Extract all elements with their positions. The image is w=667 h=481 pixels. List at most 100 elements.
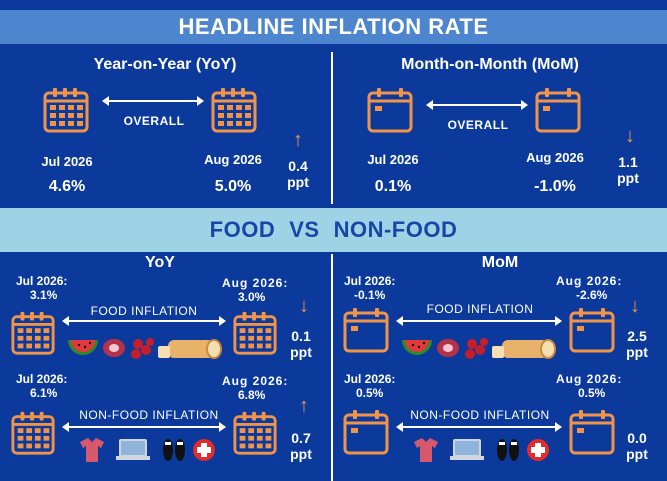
headline-title: HEADLINE INFLATION RATE bbox=[178, 14, 489, 39]
food-icons bbox=[66, 332, 226, 362]
calendar-blank-icon bbox=[568, 306, 616, 354]
shirt-icon bbox=[414, 438, 438, 462]
fnf-mom-nonfood-from: Jul 2026: 0.5% bbox=[344, 372, 414, 400]
headline-yoy-to-label: Aug 2026 bbox=[204, 152, 262, 167]
calendar-blank-icon bbox=[342, 408, 390, 456]
calendar-grid-icon bbox=[10, 310, 56, 356]
arrow-up-icon: ↑ bbox=[299, 395, 309, 417]
arrow-up-icon: ↑ bbox=[293, 129, 303, 151]
arrow-down-icon: ↓ bbox=[299, 295, 309, 317]
calendar-blank-icon bbox=[366, 86, 414, 134]
medical-cross-icon bbox=[527, 439, 549, 461]
medical-cross-icon bbox=[193, 439, 215, 461]
fnf-mom-nonfood-change: 0.0 ppt bbox=[620, 430, 654, 462]
from-value: 3.1% bbox=[30, 288, 58, 302]
from-value: -0.1% bbox=[354, 288, 386, 302]
headline-mom-from-label: Jul 2026 bbox=[367, 152, 419, 167]
fnf-yoy-nonfood-from: Jul 2026: 6.1% bbox=[16, 372, 86, 400]
headline-mom-change: 1.1 ppt bbox=[611, 154, 645, 186]
headline-mom-link-label: OVERALL bbox=[447, 118, 509, 132]
fnf-yoy-food-to: Aug 2026: 3.0% bbox=[222, 276, 302, 304]
fnf-mom-food-change: 2.5 ppt bbox=[620, 328, 654, 360]
nonfood-icons bbox=[410, 436, 560, 464]
double-arrow-icon bbox=[102, 96, 204, 106]
fnf-mom-food-to: Aug 2026: -2.6% bbox=[556, 274, 640, 302]
from-label: Jul 2026: bbox=[16, 372, 68, 386]
to-value: 6.8% bbox=[238, 388, 266, 402]
from-value: 6.1% bbox=[30, 386, 58, 400]
meat-icon bbox=[103, 339, 125, 357]
headline-yoy-heading: Year-on-Year (YoY) bbox=[93, 56, 237, 73]
fnf-yoy-food-change: 0.1 ppt bbox=[286, 328, 316, 360]
food-divider bbox=[331, 254, 333, 481]
change-value: 0.4 bbox=[288, 158, 308, 174]
fnf-mom-nonfood-to: Aug 2026: 0.5% bbox=[556, 372, 640, 400]
calendar-blank-icon bbox=[568, 408, 616, 456]
double-arrow-icon bbox=[426, 100, 528, 110]
fnf-mom-food-label: FOOD INFLATION bbox=[410, 302, 550, 316]
from-value: 0.5% bbox=[356, 386, 384, 400]
calendar-grid-icon bbox=[232, 410, 278, 456]
headline-yoy-to-value: 5.0% bbox=[214, 178, 252, 195]
calendar-grid-icon bbox=[42, 86, 90, 134]
fnf-yoy-food-label: FOOD INFLATION bbox=[74, 304, 214, 318]
berries-icon bbox=[131, 338, 154, 359]
change-unit: ppt bbox=[617, 170, 639, 186]
from-label: Jul 2026: bbox=[344, 274, 396, 288]
change-unit: ppt bbox=[626, 344, 648, 360]
headline-mom-to-label: Aug 2026 bbox=[526, 150, 584, 165]
headline-yoy-link-label: OVERALL bbox=[123, 114, 185, 128]
to-label: Aug 2026: bbox=[222, 374, 289, 388]
change-unit: ppt bbox=[287, 174, 309, 190]
calendar-blank-icon bbox=[534, 86, 582, 134]
meat-icon bbox=[437, 339, 459, 357]
change-value: 2.5 bbox=[627, 328, 647, 344]
bread-icon bbox=[158, 339, 222, 359]
banner-food: FOOD bbox=[209, 217, 276, 242]
arrow-down-icon: ↓ bbox=[630, 295, 640, 317]
shoes-icon bbox=[163, 439, 185, 461]
watermelon-icon bbox=[402, 340, 432, 355]
bread-icon bbox=[492, 339, 556, 359]
change-value: 0.1 bbox=[291, 328, 311, 344]
change-value: 0.0 bbox=[627, 430, 647, 446]
headline-mom-heading: Month-on-Month (MoM) bbox=[401, 56, 579, 73]
change-value: 0.7 bbox=[291, 430, 311, 446]
calendar-blank-icon bbox=[342, 306, 390, 354]
headline-yoy-from-value: 4.6% bbox=[48, 178, 86, 195]
banner-vs: VS bbox=[289, 217, 320, 242]
fnf-mom-nonfood-label: NON-FOOD INFLATION bbox=[404, 408, 556, 422]
headline-divider bbox=[331, 52, 333, 204]
fnf-mom-food-from: Jul 2026: -0.1% bbox=[344, 274, 414, 302]
double-arrow-icon bbox=[62, 422, 226, 432]
headline-mom-from-value: 0.1% bbox=[374, 178, 412, 195]
change-unit: ppt bbox=[290, 344, 312, 360]
nonfood-icons bbox=[76, 436, 226, 464]
from-label: Jul 2026: bbox=[344, 372, 396, 386]
double-arrow-icon bbox=[62, 316, 226, 326]
headline-banner: HEADLINE INFLATION RATE bbox=[0, 10, 667, 44]
arrow-down-icon: ↓ bbox=[625, 125, 635, 147]
fnf-yoy-nonfood-label: NON-FOOD INFLATION bbox=[74, 408, 224, 422]
fnf-mom-heading: MoM bbox=[481, 254, 519, 271]
to-value: 0.5% bbox=[578, 386, 606, 400]
headline-mom-to-value: -1.0% bbox=[534, 178, 576, 195]
laptop-icon bbox=[116, 439, 150, 460]
to-label: Aug 2026: bbox=[556, 274, 623, 288]
calendar-grid-icon bbox=[210, 86, 258, 134]
double-arrow-icon bbox=[396, 422, 562, 432]
change-unit: ppt bbox=[290, 446, 312, 462]
laptop-icon bbox=[450, 439, 484, 460]
to-value: 3.0% bbox=[238, 290, 266, 304]
shirt-icon bbox=[80, 438, 104, 462]
berries-icon bbox=[465, 338, 488, 359]
fnf-yoy-nonfood-to: Aug 2026: 6.8% bbox=[222, 374, 302, 402]
to-label: Aug 2026: bbox=[556, 372, 623, 386]
change-value: 1.1 bbox=[618, 154, 638, 170]
fnf-yoy-heading: YoY bbox=[145, 254, 175, 271]
headline-yoy-from-label: Jul 2026 bbox=[41, 154, 93, 169]
change-unit: ppt bbox=[626, 446, 648, 462]
food-vs-nonfood-banner: FOOD VS NON-FOOD bbox=[0, 208, 667, 252]
to-label: Aug 2026: bbox=[222, 276, 289, 290]
from-label: Jul 2026: bbox=[16, 274, 68, 288]
